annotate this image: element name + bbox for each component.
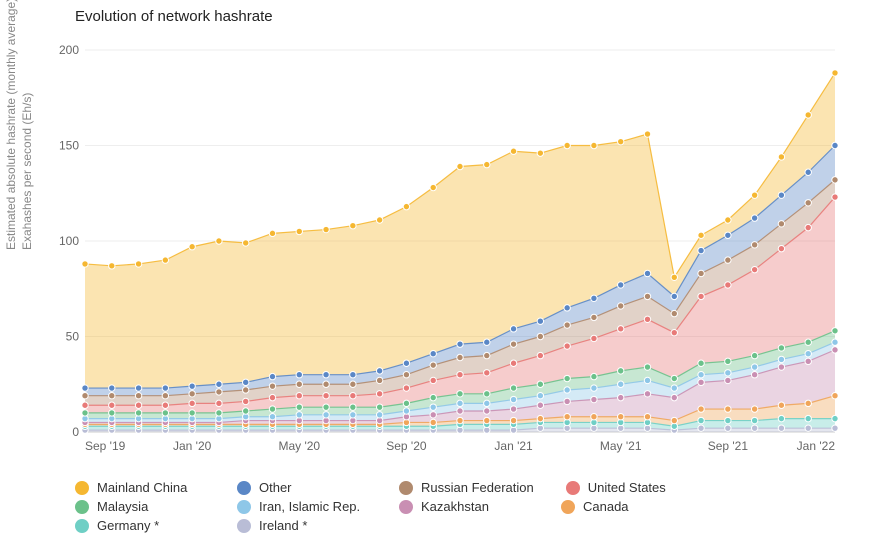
legend-label: Canada — [583, 499, 629, 514]
svg-text:100: 100 — [59, 234, 79, 248]
legend-item: Germany * — [75, 518, 205, 533]
legend-label: Iran, Islamic Rep. — [259, 499, 360, 514]
legend-label: Mainland China — [97, 480, 187, 495]
legend-swatch — [75, 519, 89, 533]
legend-label: Russian Federation — [421, 480, 534, 495]
legend-item: United States — [566, 480, 696, 495]
legend-swatch — [75, 481, 89, 495]
legend-swatch — [561, 500, 575, 514]
legend-swatch — [75, 500, 89, 514]
svg-text:200: 200 — [59, 43, 79, 57]
chart-legend: Mainland China Other Russian Federation Uni… — [75, 480, 835, 533]
svg-text:Sep '21: Sep '21 — [708, 439, 749, 453]
legend-label: Germany * — [97, 518, 159, 533]
legend-item: Ireland * — [237, 518, 367, 533]
legend-item: Canada — [561, 499, 691, 514]
legend-item: Mainland China — [75, 480, 205, 495]
legend-label: Malaysia — [97, 499, 148, 514]
legend-item: Iran, Islamic Rep. — [237, 499, 367, 514]
svg-text:Jan '21: Jan '21 — [494, 439, 533, 453]
legend-swatch — [237, 481, 251, 495]
legend-item: Malaysia — [75, 499, 205, 514]
chart-svg: 0 50 100 150 200 Sep '19 Jan '20 May '20 Sep '20… — [55, 40, 845, 460]
svg-text:50: 50 — [66, 330, 80, 344]
svg-text:May '21: May '21 — [600, 439, 642, 453]
legend-swatch — [237, 500, 251, 514]
legend-item: Other — [237, 480, 367, 495]
svg-text:Sep '19: Sep '19 — [85, 439, 126, 453]
svg-text:150: 150 — [59, 139, 79, 153]
legend-swatch — [399, 500, 413, 514]
svg-text:0: 0 — [72, 425, 79, 439]
legend-item: Kazakhstan — [399, 499, 529, 514]
svg-text:Sep '20: Sep '20 — [386, 439, 427, 453]
legend-swatch — [399, 481, 413, 495]
legend-item: Russian Federation — [399, 480, 534, 495]
legend-swatch — [237, 519, 251, 533]
legend-label: Other — [259, 480, 292, 495]
legend-label: Kazakhstan — [421, 499, 489, 514]
svg-text:Jan '20: Jan '20 — [173, 439, 212, 453]
legend-label: United States — [588, 480, 666, 495]
svg-text:May '20: May '20 — [278, 439, 320, 453]
legend-swatch — [566, 481, 580, 495]
chart-plot: 0 50 100 150 200 Sep '19 Jan '20 May '20 Sep '20… — [55, 40, 845, 460]
legend-label: Ireland * — [259, 518, 307, 533]
chart-title: Evolution of network hashrate — [75, 8, 273, 25]
svg-text:Jan '22: Jan '22 — [797, 439, 836, 453]
chart-page: Evolution of network hashrate Estimated … — [0, 0, 871, 557]
